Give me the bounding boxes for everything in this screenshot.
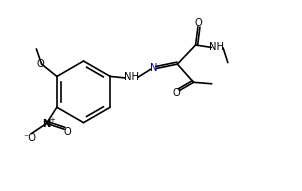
Text: NH: NH bbox=[124, 72, 139, 82]
Text: N: N bbox=[149, 63, 157, 73]
Text: ⁻O: ⁻O bbox=[23, 133, 36, 143]
Text: O: O bbox=[194, 18, 202, 28]
Text: NH: NH bbox=[209, 42, 224, 52]
Text: O: O bbox=[36, 58, 44, 69]
Text: +: + bbox=[49, 117, 55, 123]
Text: N: N bbox=[42, 119, 51, 129]
Text: O: O bbox=[64, 127, 72, 137]
Text: O: O bbox=[172, 88, 180, 98]
